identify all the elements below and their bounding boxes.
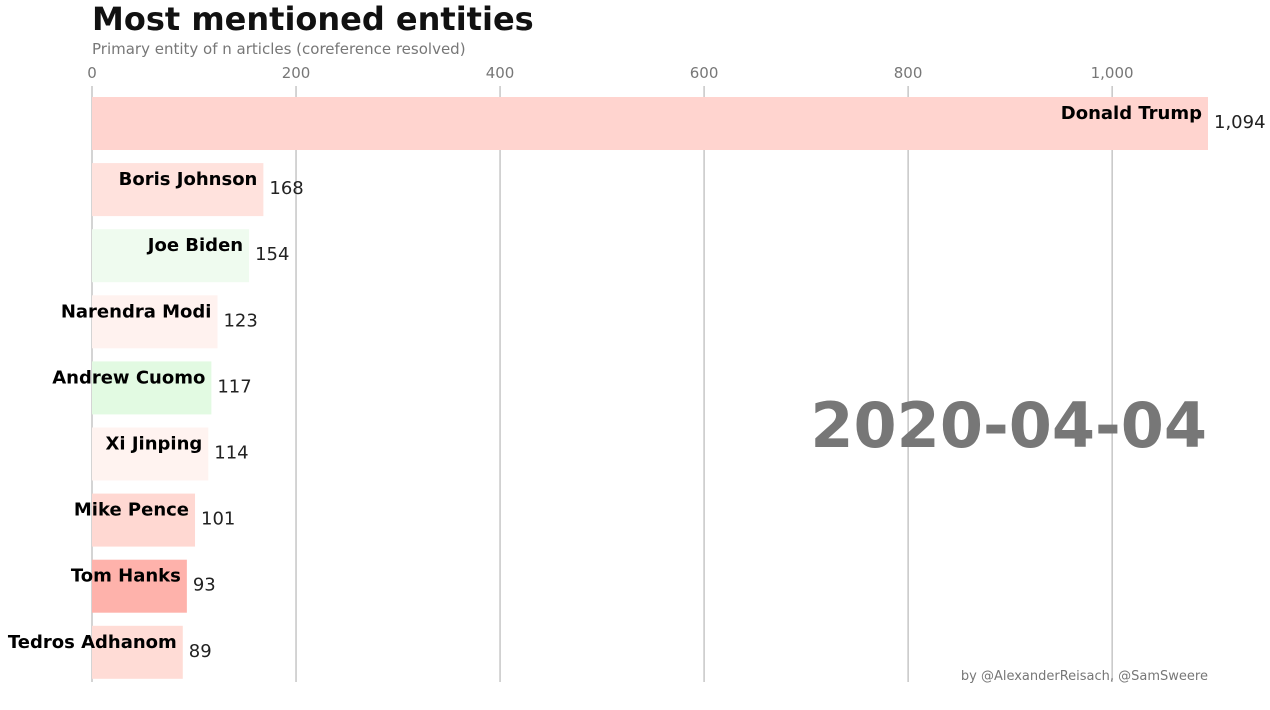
bar-category-label: Xi Jinping <box>106 434 203 455</box>
bar-category-label: Andrew Cuomo <box>52 367 205 388</box>
bar-value-label: 168 <box>269 178 303 199</box>
bar <box>92 625 183 679</box>
x-tick-label: 200 <box>282 64 311 82</box>
bar-category-label: Tom Hanks <box>71 566 181 587</box>
date-label: 2020-04-04 <box>810 389 1207 462</box>
bar <box>92 295 218 349</box>
bar-category-label: Narendra Modi <box>61 301 212 322</box>
bar <box>92 493 196 547</box>
bar <box>92 559 187 613</box>
bar <box>92 97 1208 150</box>
bar <box>92 427 209 481</box>
bar-category-label: Tedros Adhanom <box>8 632 177 653</box>
x-tick-label: 400 <box>486 64 515 82</box>
chart-title: Most mentioned entities <box>92 0 534 38</box>
bar-value-label: 93 <box>193 575 216 596</box>
x-tick-label: 1,000 <box>1091 64 1134 82</box>
x-tick-label: 0 <box>87 64 97 82</box>
bar-category-label: Mike Pence <box>74 500 189 521</box>
x-tick-label: 800 <box>894 64 923 82</box>
bar-value-label: 89 <box>189 641 212 662</box>
bar-category-label: Donald Trump <box>1061 103 1202 124</box>
bar-value-label: 114 <box>214 443 248 464</box>
credit-text: by @AlexanderReisach, @SamSweere <box>960 669 1208 684</box>
bar-value-label: 154 <box>255 244 289 265</box>
bar-value-label: 1,094 <box>1214 112 1266 133</box>
bar <box>92 361 212 415</box>
bar <box>92 163 264 217</box>
bar-category-label: Boris Johnson <box>119 169 258 190</box>
bar-value-label: 117 <box>217 376 251 397</box>
bar-value-label: 123 <box>223 310 257 331</box>
bar <box>92 229 250 283</box>
bar-category-label: Joe Biden <box>146 235 243 256</box>
x-tick-label: 600 <box>690 64 719 82</box>
chart-subtitle: Primary entity of n articles (coreferenc… <box>92 40 466 58</box>
bar-value-label: 101 <box>201 509 235 530</box>
x-axis-ticks: 0 200 400 600 800 1,000 <box>87 64 1133 82</box>
bars: Donald Trump 1,094 Boris Johnson 168 Joe Bid… <box>8 97 1266 679</box>
